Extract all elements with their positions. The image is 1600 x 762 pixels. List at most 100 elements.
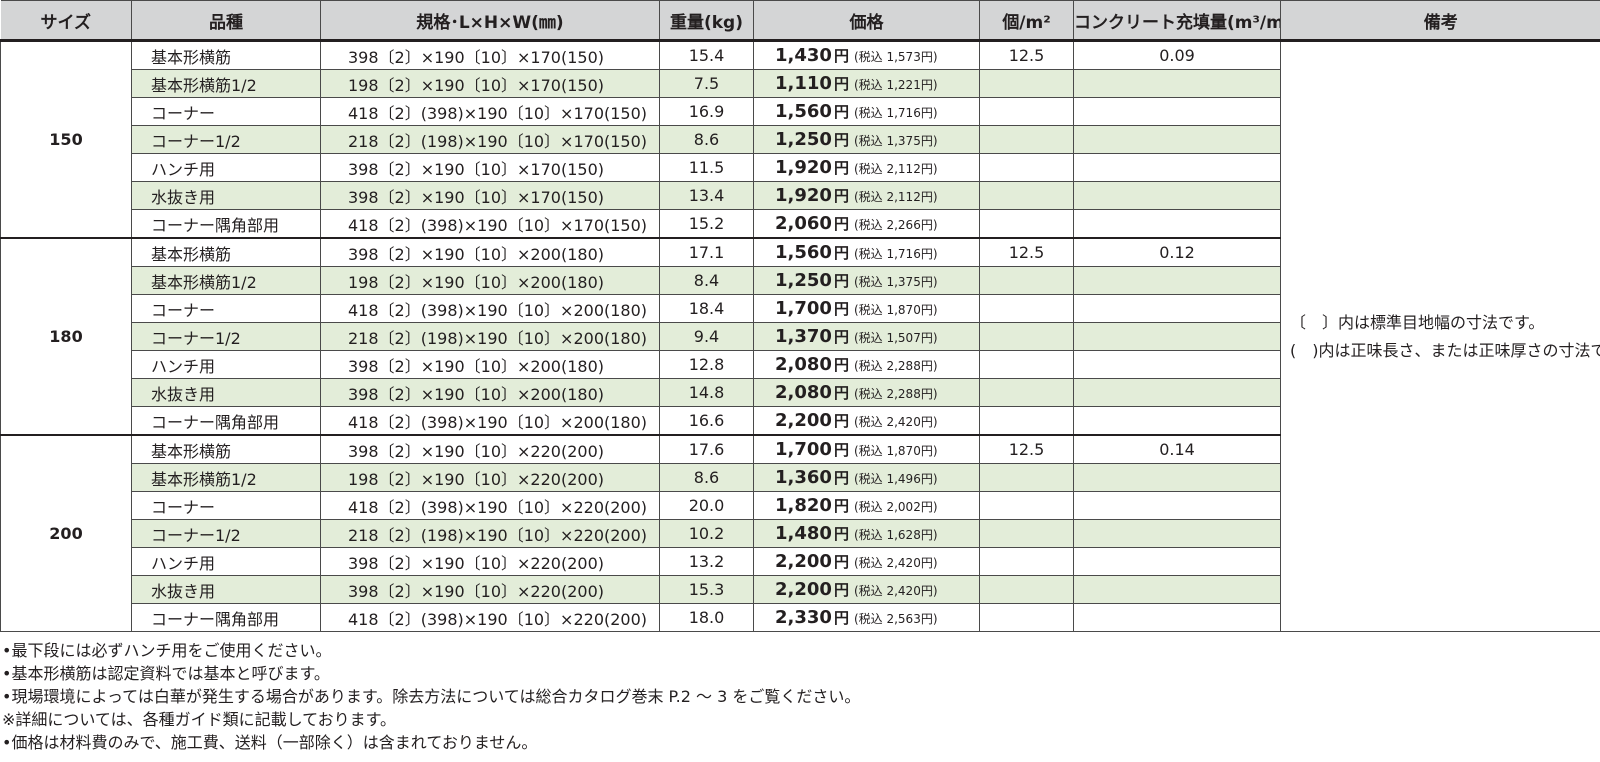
per-m2-cell bbox=[979, 547, 1074, 576]
price-value: 1,700 bbox=[775, 439, 832, 460]
weight-cell: 8.6 bbox=[659, 463, 754, 492]
tax-value: 2,420 bbox=[886, 415, 921, 429]
price-value: 2,060 bbox=[775, 213, 832, 234]
tax-value: 1,716 bbox=[886, 247, 921, 261]
price-cell: 1,430 円 (税込 1,573円) bbox=[753, 39, 980, 70]
tax-prefix: (税込 bbox=[853, 387, 883, 401]
price-cell: 1,110 円 (税込 1,221円) bbox=[753, 69, 980, 98]
tax-prefix: (税込 bbox=[853, 612, 883, 626]
price-unit: 円 bbox=[833, 215, 849, 233]
price-value: 1,370 bbox=[775, 326, 832, 347]
price-value: 2,330 bbox=[775, 607, 832, 628]
weight-cell: 12.8 bbox=[659, 350, 754, 379]
per-m2-cell bbox=[979, 125, 1074, 154]
price-value: 1,700 bbox=[775, 298, 832, 319]
tax-value: 1,573 bbox=[886, 50, 921, 64]
per-m2-cell bbox=[979, 181, 1074, 210]
price-cell: 1,560 円 (税込 1,716円) bbox=[753, 97, 980, 126]
weight-cell: 11.5 bbox=[659, 153, 754, 182]
tax-suffix: 円) bbox=[920, 415, 938, 429]
tax-included-price: (税込 2,288円) bbox=[854, 359, 938, 373]
header-name: 品種 bbox=[131, 0, 321, 42]
weight-cell: 14.8 bbox=[659, 378, 754, 407]
price-value: 2,200 bbox=[775, 410, 832, 431]
spec-cell: 398〔2〕×190〔10〕×200(180) bbox=[320, 237, 660, 267]
header-size: サイズ bbox=[0, 0, 132, 42]
tax-suffix: 円) bbox=[920, 528, 938, 542]
weight-cell: 18.4 bbox=[659, 294, 754, 323]
spec-cell: 418〔2〕(398)×190〔10〕×170(150) bbox=[320, 209, 660, 239]
product-name-cell: コーナー1/2 bbox=[131, 519, 321, 548]
tax-suffix: 円) bbox=[920, 134, 938, 148]
tax-included-price: (税込 2,563円) bbox=[854, 612, 938, 626]
tax-suffix: 円) bbox=[920, 331, 938, 345]
spec-cell: 398〔2〕×190〔10〕×200(180) bbox=[320, 350, 660, 379]
per-m2-cell bbox=[979, 350, 1074, 379]
price-cell: 2,080 円 (税込 2,288円) bbox=[753, 350, 980, 379]
price-value: 1,920 bbox=[775, 157, 832, 178]
concrete-fill-cell bbox=[1073, 294, 1281, 323]
price-unit: 円 bbox=[833, 497, 849, 515]
concrete-fill-cell: 0.12 bbox=[1073, 237, 1281, 267]
spec-cell: 198〔2〕×190〔10〕×220(200) bbox=[320, 463, 660, 492]
price-unit: 円 bbox=[833, 553, 849, 571]
price-cell: 2,200 円 (税込 2,420円) bbox=[753, 406, 980, 436]
per-m2-cell bbox=[979, 519, 1074, 548]
spec-table: サイズ 品種 規格･L×H×W(㎜) 重量(kg) 価格 個/m² コンクリート… bbox=[0, 0, 1600, 632]
price-unit: 円 bbox=[833, 412, 849, 430]
concrete-fill-cell bbox=[1073, 406, 1281, 436]
tax-prefix: (税込 bbox=[853, 472, 883, 486]
header-concrete: コンクリート充填量(m³/m²) bbox=[1073, 0, 1281, 42]
remark-line: ( )内は正味長さ、または正味厚さの寸法です。 bbox=[1290, 340, 1600, 360]
tax-included-price: (税込 2,420円) bbox=[854, 584, 938, 598]
product-name-cell: ハンチ用 bbox=[131, 153, 321, 182]
price-value: 2,080 bbox=[775, 354, 832, 375]
table-row: コーナー 418〔2〕(398)×190〔10〕×200(180) 18.4 1,70… bbox=[1, 294, 1600, 323]
concrete-fill-cell bbox=[1073, 350, 1281, 379]
price-value: 2,200 bbox=[775, 579, 832, 600]
concrete-fill-cell: 0.09 bbox=[1073, 39, 1281, 70]
tax-suffix: 円) bbox=[920, 584, 938, 598]
price-unit: 円 bbox=[833, 300, 849, 318]
price-cell: 1,250 円 (税込 1,375円) bbox=[753, 125, 980, 154]
price-value: 2,200 bbox=[775, 551, 832, 572]
price-unit: 円 bbox=[833, 384, 849, 402]
footnote-line: ※詳細については、各種ガイド類に記載しております。 bbox=[2, 710, 397, 729]
spec-cell: 198〔2〕×190〔10〕×200(180) bbox=[320, 266, 660, 295]
header-spec: 規格･L×H×W(㎜) bbox=[320, 0, 660, 42]
weight-cell: 17.6 bbox=[659, 434, 754, 464]
concrete-fill-cell bbox=[1073, 153, 1281, 182]
concrete-fill-cell bbox=[1073, 463, 1281, 492]
tax-prefix: (税込 bbox=[853, 584, 883, 598]
price-unit: 円 bbox=[833, 581, 849, 599]
price-value: 1,250 bbox=[775, 270, 832, 291]
tax-value: 2,420 bbox=[886, 556, 921, 570]
tax-included-price: (税込 1,375円) bbox=[854, 275, 938, 289]
table-row: コーナー隅角部用 418〔2〕(398)×190〔10〕×220(200) 18.0… bbox=[1, 603, 1600, 632]
table-row: 150 基本形横筋 398〔2〕×190〔10〕×170(150) 15.4 1,430… bbox=[0, 39, 1600, 632]
spec-cell: 398〔2〕×190〔10〕×220(200) bbox=[320, 547, 660, 576]
tax-prefix: (税込 bbox=[853, 331, 883, 345]
tax-included-price: (税込 2,420円) bbox=[854, 415, 938, 429]
price-cell: 2,200 円 (税込 2,420円) bbox=[753, 547, 980, 576]
price-value: 1,250 bbox=[775, 129, 832, 150]
weight-cell: 15.3 bbox=[659, 575, 754, 604]
concrete-fill-cell bbox=[1073, 547, 1281, 576]
concrete-fill-cell bbox=[1073, 125, 1281, 154]
spec-cell: 398〔2〕×190〔10〕×220(200) bbox=[320, 434, 660, 464]
size-label: 150 bbox=[0, 39, 132, 239]
tax-included-price: (税込 1,628円) bbox=[854, 528, 938, 542]
product-name-cell: 基本形横筋 bbox=[131, 39, 321, 70]
concrete-fill-cell bbox=[1073, 322, 1281, 351]
tax-value: 2,420 bbox=[886, 584, 921, 598]
tax-included-price: (税込 1,573円) bbox=[854, 50, 938, 64]
tax-suffix: 円) bbox=[920, 78, 938, 92]
product-name-cell: 基本形横筋1/2 bbox=[131, 463, 321, 492]
tax-prefix: (税込 bbox=[853, 247, 883, 261]
spec-cell: 418〔2〕(398)×190〔10〕×220(200) bbox=[320, 603, 660, 632]
weight-cell: 10.2 bbox=[659, 519, 754, 548]
table-row: ハンチ用 398〔2〕×190〔10〕×200(180) 12.8 2,080 円 (税込… bbox=[1, 350, 1600, 379]
tax-value: 2,112 bbox=[886, 190, 921, 204]
per-m2-cell: 12.5 bbox=[979, 39, 1074, 70]
